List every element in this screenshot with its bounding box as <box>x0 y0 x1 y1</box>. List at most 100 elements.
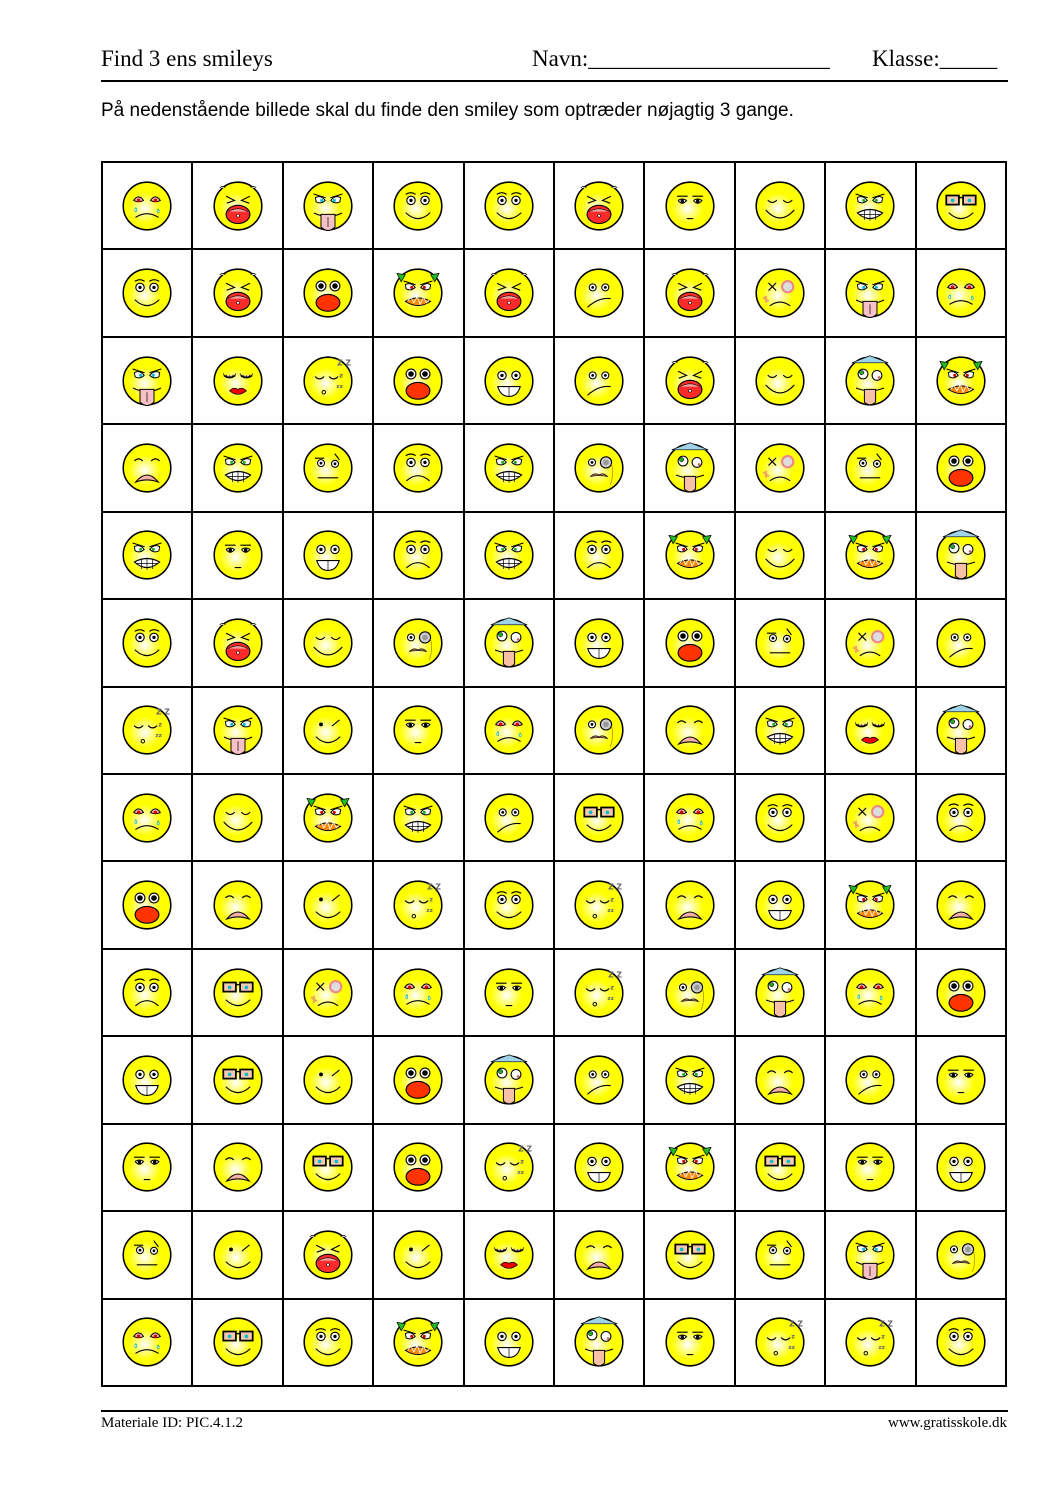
grid-cell <box>373 336 464 425</box>
grid-cell <box>644 774 735 862</box>
grid-cell <box>734 599 826 687</box>
smiley-grimace-icon <box>665 1055 715 1105</box>
grid-cell <box>463 1298 554 1386</box>
smiley-tongue-angry-icon <box>845 1230 895 1280</box>
smiley-glasses-icon <box>213 967 263 1018</box>
grid-cell <box>554 511 645 600</box>
grid-cell <box>825 162 916 250</box>
grid-cell <box>282 1123 374 1212</box>
grid-cell <box>644 1036 735 1124</box>
grid-cell <box>825 424 916 512</box>
smiley-kiss-icon <box>845 705 895 755</box>
smiley-crying-icon <box>665 793 715 843</box>
grid-cell <box>192 948 283 1037</box>
smiley-glasses-icon <box>665 1230 715 1280</box>
grid-cell <box>644 249 735 337</box>
smiley-grimace-icon <box>213 443 263 493</box>
grid-cell <box>644 336 735 425</box>
smiley-devil-icon <box>393 1317 443 1367</box>
grid-cell <box>554 1123 645 1212</box>
smiley-grin-icon <box>484 1317 534 1367</box>
grid-cell <box>825 336 916 425</box>
grid-cell <box>282 948 374 1037</box>
grid-cell <box>554 424 645 512</box>
svg-text:Z Z: Z Z <box>337 358 351 367</box>
svg-text:z: z <box>791 1334 795 1341</box>
grid-cell <box>644 424 735 512</box>
grid-cell <box>734 1036 826 1124</box>
smiley-screaming-icon <box>213 618 263 668</box>
smiley-shocked-icon <box>936 443 986 493</box>
grid-cell <box>463 599 554 687</box>
grid-cell <box>102 1211 193 1299</box>
grid-cell <box>825 1123 916 1212</box>
smiley-tongue-angry-icon <box>213 705 263 756</box>
grid-cell <box>463 774 554 862</box>
smiley-unimpressed-icon <box>936 1055 986 1105</box>
grid-cell <box>282 686 374 774</box>
svg-text:z: z <box>339 372 343 379</box>
smiley-monocle-icon <box>393 618 443 668</box>
grid-cell <box>644 686 735 774</box>
grid-cell <box>915 336 1006 425</box>
grid-cell <box>463 686 554 774</box>
smiley-sad-icon <box>936 880 986 930</box>
grid-cell <box>102 599 193 687</box>
smiley-glasses-icon <box>936 181 986 231</box>
smiley-grin-icon <box>484 355 534 406</box>
svg-text:zz: zz <box>156 733 163 739</box>
grid-cell <box>463 861 554 949</box>
grid-cell <box>915 686 1006 774</box>
grid-cell <box>463 948 554 1037</box>
material-id: Materiale ID: PIC.4.1.2 <box>101 1415 244 1431</box>
grid-cell <box>825 774 916 862</box>
grid-cell <box>463 1211 554 1299</box>
grid-cell <box>192 511 283 600</box>
grid-cell <box>554 1036 645 1124</box>
grid-cell <box>554 774 645 862</box>
grid-cell <box>463 424 554 512</box>
grid-cell <box>734 1211 826 1299</box>
grid-cell <box>915 1211 1006 1299</box>
smiley-sad-icon <box>122 443 172 493</box>
grid-cell <box>554 686 645 774</box>
grid-cell <box>282 511 374 600</box>
smiley-tongue-angry-icon <box>122 355 172 406</box>
grid-cell <box>373 1036 464 1124</box>
smiley-confused-icon <box>484 793 534 843</box>
smiley-unimpressed-icon <box>122 1142 172 1192</box>
grid-cell <box>734 249 826 337</box>
svg-text:Z Z: Z Z <box>789 1320 803 1329</box>
smiley-glasses-icon <box>303 1142 353 1192</box>
smiley-monocle-icon <box>574 705 624 755</box>
smiley-crazy-icon <box>845 354 895 406</box>
svg-text:z: z <box>158 722 162 729</box>
grid-cell <box>373 1211 464 1299</box>
smiley-sad-icon <box>665 880 715 930</box>
smiley-grimace-icon <box>845 181 895 231</box>
grid-cell <box>734 686 826 774</box>
grid-cell <box>373 599 464 687</box>
smiley-injured-icon <box>755 268 805 318</box>
smiley-devil-icon <box>665 1142 715 1192</box>
grid-cell <box>734 336 826 425</box>
smiley-shocked-icon <box>122 880 172 930</box>
smiley-unimpressed-icon <box>213 530 263 580</box>
smiley-wink-icon <box>303 705 353 755</box>
smiley-wink-icon <box>393 1230 443 1280</box>
smiley-skeptical-icon <box>845 443 895 493</box>
smiley-happy-icon <box>484 880 534 930</box>
smiley-skeptical-icon <box>122 1230 172 1280</box>
smiley-unimpressed-icon <box>665 1317 715 1367</box>
smiley-devil-icon <box>845 530 895 580</box>
smiley-devil-icon <box>393 268 443 318</box>
grid-cell <box>282 249 374 337</box>
smiley-content-icon <box>755 530 805 580</box>
grid-cell <box>644 599 735 687</box>
smiley-unimpressed-icon <box>484 967 534 1018</box>
svg-text:z: z <box>610 984 614 991</box>
